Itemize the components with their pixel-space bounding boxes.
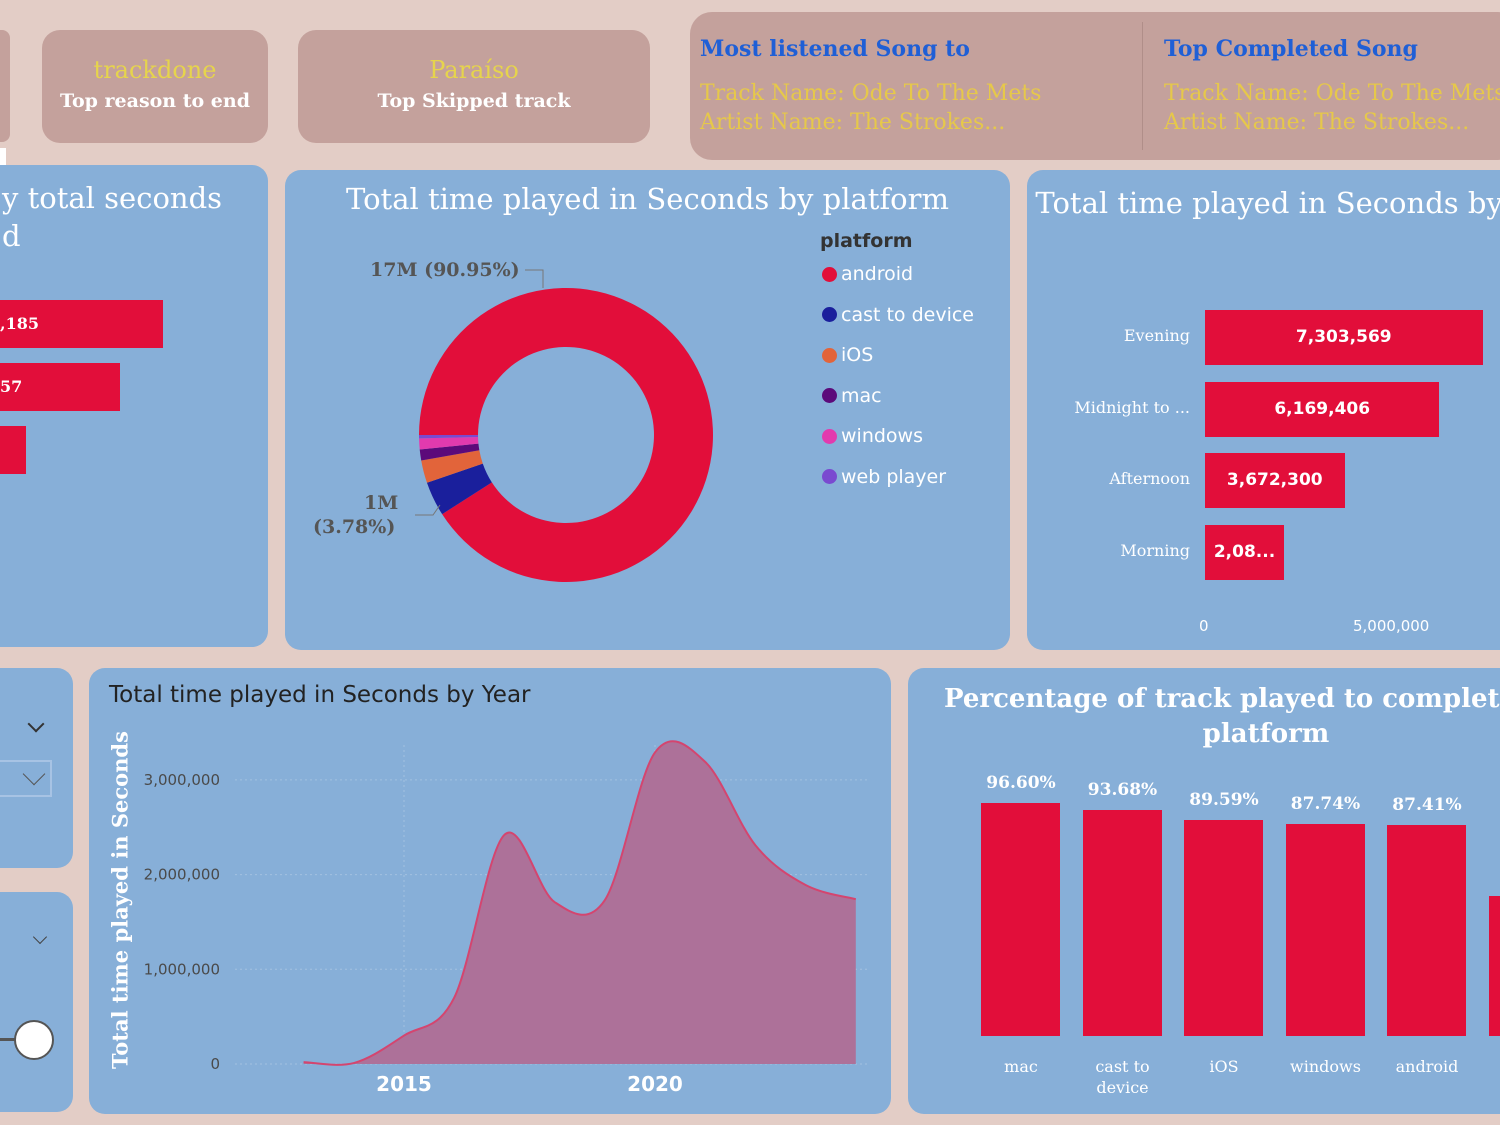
y-tick-label: 1,000,000 [144, 960, 220, 978]
bar[interactable]: 3,672,300 [1205, 453, 1345, 508]
most-listened-title: Most listened Song to [700, 36, 970, 62]
data-label: 5 [1479, 866, 1500, 886]
legend-label: iOS [841, 344, 874, 366]
legend-item[interactable]: iOS [822, 344, 873, 366]
slider-track[interactable] [0, 1038, 20, 1041]
legend-label: web player [841, 465, 947, 488]
x-tick-label: 2015 [376, 1072, 432, 1096]
legend-item[interactable]: windows [822, 425, 923, 447]
card-label: Top Skipped track [377, 90, 571, 112]
top-completed-artist: Artist Name: The Strokes... [1164, 110, 1470, 135]
legend-label: android [841, 263, 914, 285]
x-tick-label: 2020 [627, 1072, 683, 1096]
white-marker [0, 148, 6, 178]
legend-marker [822, 428, 837, 444]
legend-label: mac [841, 384, 882, 407]
most-listened-artist: Artist Name: The Strokes... [700, 110, 1006, 135]
category-label: windows [1290, 1057, 1361, 1076]
top-songs-card: Most listened Song to Track Name: Ode To… [690, 12, 1500, 160]
area-fill [303, 741, 856, 1065]
category-label: Evening [1123, 326, 1190, 345]
leader-line [525, 269, 544, 288]
donut-slice-cast-to-device[interactable] [426, 463, 492, 515]
y-tick-label: 2,000,000 [144, 866, 220, 884]
category-label: Midnight to ... [1074, 397, 1190, 417]
bar[interactable] [1184, 819, 1263, 1036]
divider [1142, 22, 1143, 150]
donut-slice-mac[interactable] [419, 443, 480, 461]
data-label: 17M (90.95%) [370, 259, 520, 281]
donut-slice-iOS[interactable] [421, 450, 483, 483]
category-label: mac [1004, 1057, 1038, 1076]
legend-item[interactable]: android [822, 263, 913, 285]
chart-title: Total time played in Seconds by platform [346, 182, 949, 216]
data-label: 87.41% [1392, 795, 1462, 816]
card-fragment [0, 30, 10, 142]
bar[interactable]: 6,169,406 [1205, 381, 1440, 437]
bar[interactable]: 2,08... [1205, 524, 1285, 580]
slider-handle[interactable] [14, 1020, 54, 1060]
card-value: Paraíso [429, 56, 519, 84]
slider-panel [0, 892, 73, 1112]
donut-slice-android[interactable] [419, 288, 714, 582]
filter-panel [0, 668, 73, 868]
category-label: iOS [1209, 1057, 1239, 1076]
top-completed-track: Track Name: Ode To The Mets [1164, 81, 1500, 106]
category-label: Afternoon [1109, 469, 1190, 488]
category-label: android [1395, 1057, 1459, 1076]
legend-title: platform [820, 230, 913, 252]
area-line [303, 740, 857, 1066]
y-tick-label: 3,000,000 [144, 771, 220, 789]
data-label: 89.59% [1189, 789, 1259, 810]
bar[interactable] [1387, 825, 1466, 1036]
legend-marker [822, 347, 837, 363]
card-label: Top reason to end [60, 90, 250, 112]
data-label: (3.78%) [313, 516, 396, 538]
top-skipped-card: Paraíso Top Skipped track [298, 30, 650, 143]
left-bar-chart-panel: y total seconds d ,185 57 [0, 165, 268, 647]
chart-title: Total time played in Seconds by Bucket [1035, 186, 1500, 220]
card-value: trackdone [93, 56, 217, 84]
bar[interactable]: 7,303,569 [1205, 310, 1483, 365]
bar[interactable] [1082, 810, 1162, 1036]
bar: ,185 [0, 300, 163, 348]
legend-item[interactable]: cast to device [822, 304, 974, 326]
x-tick-label: 0 [1199, 617, 1209, 635]
panel-title: y total seconds d [2, 181, 223, 253]
bar[interactable] [1285, 824, 1365, 1036]
dropdown-select[interactable] [0, 760, 52, 797]
data-label: 93.68% [1087, 780, 1158, 801]
most-listened-track: Track Name: Ode To The Mets [700, 81, 1042, 106]
data-label: 96.60% [986, 773, 1056, 793]
bar[interactable] [981, 803, 1060, 1036]
legend-item[interactable]: web player [822, 466, 946, 488]
legend-label: windows [841, 425, 923, 447]
chart-title: Total time played in Seconds by Year [109, 682, 531, 708]
top-completed-title: Top Completed Song [1164, 36, 1418, 62]
legend-label: cast to device [841, 303, 974, 326]
legend-marker [822, 266, 837, 282]
top-reason-card: trackdone Top reason to end [42, 30, 268, 143]
bar[interactable] [1488, 896, 1500, 1036]
data-label: 1M [364, 492, 399, 514]
data-label: 87.74% [1290, 794, 1361, 815]
x-tick-label: 5,000,000 [1353, 617, 1430, 635]
category-label: cast to device [1095, 1057, 1150, 1097]
leader-line [415, 504, 441, 516]
bar: 57 [0, 363, 120, 411]
chart-title: Percentage of track played to completion… [944, 684, 1500, 749]
donut-slice-windows[interactable] [419, 437, 479, 450]
category-label: Morning [1120, 540, 1190, 560]
legend-marker [822, 388, 837, 403]
y-tick-label: 0 [210, 1055, 220, 1073]
donut-slice-web-player[interactable] [419, 435, 479, 439]
bar [0, 426, 26, 474]
legend-item[interactable]: mac [822, 385, 882, 407]
legend-marker [822, 307, 837, 322]
platform-donut-panel: Total time played in Seconds by platform [285, 170, 1010, 650]
legend-marker [822, 469, 837, 484]
